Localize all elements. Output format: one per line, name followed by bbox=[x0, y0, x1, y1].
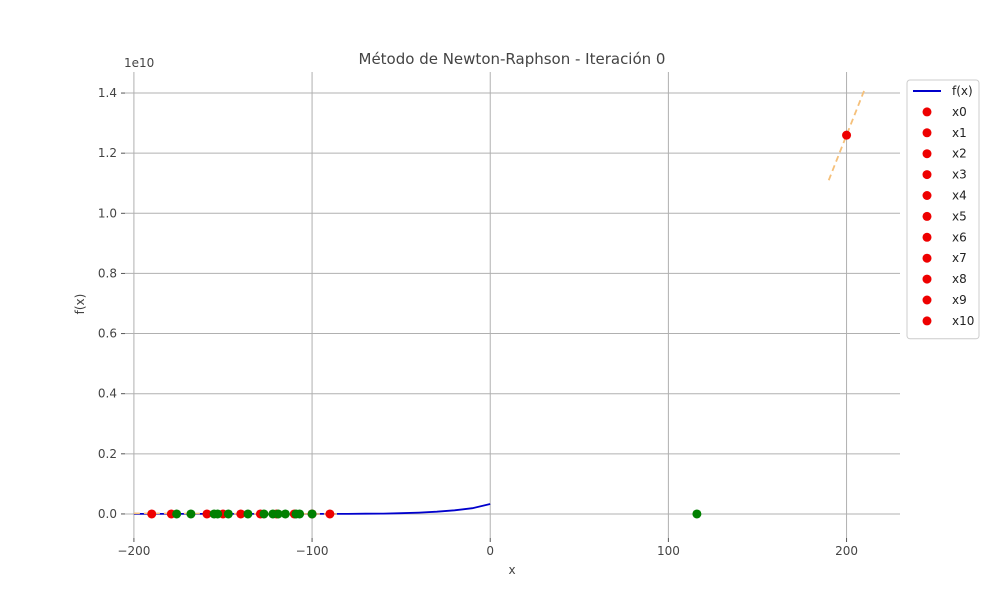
y-tick-label: 1.4 bbox=[98, 86, 117, 100]
x-tick-label: −100 bbox=[296, 544, 329, 558]
legend-dot-marker bbox=[922, 211, 932, 221]
legend-label: x2 bbox=[952, 147, 967, 161]
root-point bbox=[186, 509, 196, 519]
legend-dot-marker bbox=[922, 253, 932, 263]
legend-dot-marker bbox=[922, 128, 932, 138]
legend-dot-marker bbox=[922, 232, 932, 242]
root-point bbox=[295, 509, 305, 519]
legend-dot-marker bbox=[922, 107, 932, 117]
x-tick-label: 0 bbox=[486, 544, 494, 558]
root-point bbox=[273, 509, 283, 519]
root-point bbox=[307, 509, 317, 519]
legend-label: x1 bbox=[952, 126, 967, 140]
legend-dot-marker bbox=[922, 170, 932, 180]
legend-label: x7 bbox=[952, 251, 967, 265]
chart-title: Método de Newton-Raphson - Iteración 0 bbox=[359, 50, 666, 68]
x-axis-label: x bbox=[508, 563, 515, 577]
root-point bbox=[243, 509, 253, 519]
root-point bbox=[223, 509, 233, 519]
x-tick-label: 200 bbox=[835, 544, 858, 558]
root-point bbox=[213, 509, 223, 519]
legend-label: x8 bbox=[952, 272, 967, 286]
legend: f(x) x0 x1 x2 x3 x4 x5 x6 x7 x8 x9 x10 bbox=[906, 79, 980, 340]
y-tick-label: 0.0 bbox=[98, 507, 117, 521]
x-tick-label: 100 bbox=[657, 544, 680, 558]
legend-dot-marker bbox=[922, 295, 932, 305]
legend-dot-marker bbox=[922, 274, 932, 284]
x-tick-label: −200 bbox=[117, 544, 150, 558]
y-axis-label: f(x) bbox=[73, 294, 87, 315]
legend-label: f(x) bbox=[952, 84, 973, 98]
iterate-point-x10 bbox=[325, 509, 335, 519]
legend-label: x6 bbox=[952, 230, 967, 244]
iterate-point-x0 bbox=[842, 130, 852, 140]
legend-label: x10 bbox=[952, 314, 974, 328]
grid-layer bbox=[125, 72, 900, 538]
legend-dot-marker bbox=[922, 149, 932, 159]
y-tick-label: 1.2 bbox=[98, 146, 117, 160]
y-tick-label: 0.2 bbox=[98, 447, 117, 461]
plot-layer bbox=[133, 89, 866, 519]
tangent-line-baseline bbox=[133, 512, 338, 515]
y-tick-label: 0.4 bbox=[98, 387, 117, 401]
iterate-point-x1 bbox=[147, 509, 157, 519]
y-tick-label: 1.0 bbox=[98, 206, 117, 220]
root-point bbox=[692, 509, 702, 519]
legend-label: x0 bbox=[952, 105, 967, 119]
legend-box bbox=[906, 79, 980, 340]
legend-dot-marker bbox=[922, 316, 932, 326]
tangent-line bbox=[827, 89, 866, 181]
legend-label: x5 bbox=[952, 209, 967, 223]
y-axis-offset-label: 1e10 bbox=[124, 56, 154, 70]
legend-dot-marker bbox=[922, 191, 932, 200]
legend-label: x3 bbox=[952, 168, 967, 182]
y-tick-label: 0.8 bbox=[98, 266, 117, 280]
iterate-point-x5 bbox=[236, 509, 246, 519]
y-tick-label: 0.6 bbox=[98, 327, 117, 341]
root-point bbox=[172, 509, 182, 519]
root-point bbox=[259, 509, 269, 519]
root-point bbox=[280, 509, 290, 519]
axes-layer: −200 −100 0 100 200 0.0 0.2 0.4 0.6 0.8 1.0 1.2 1.4 bbox=[98, 86, 858, 558]
legend-label: x4 bbox=[952, 189, 967, 203]
legend-label: x9 bbox=[952, 293, 967, 307]
iterate-point-x3 bbox=[202, 509, 212, 519]
